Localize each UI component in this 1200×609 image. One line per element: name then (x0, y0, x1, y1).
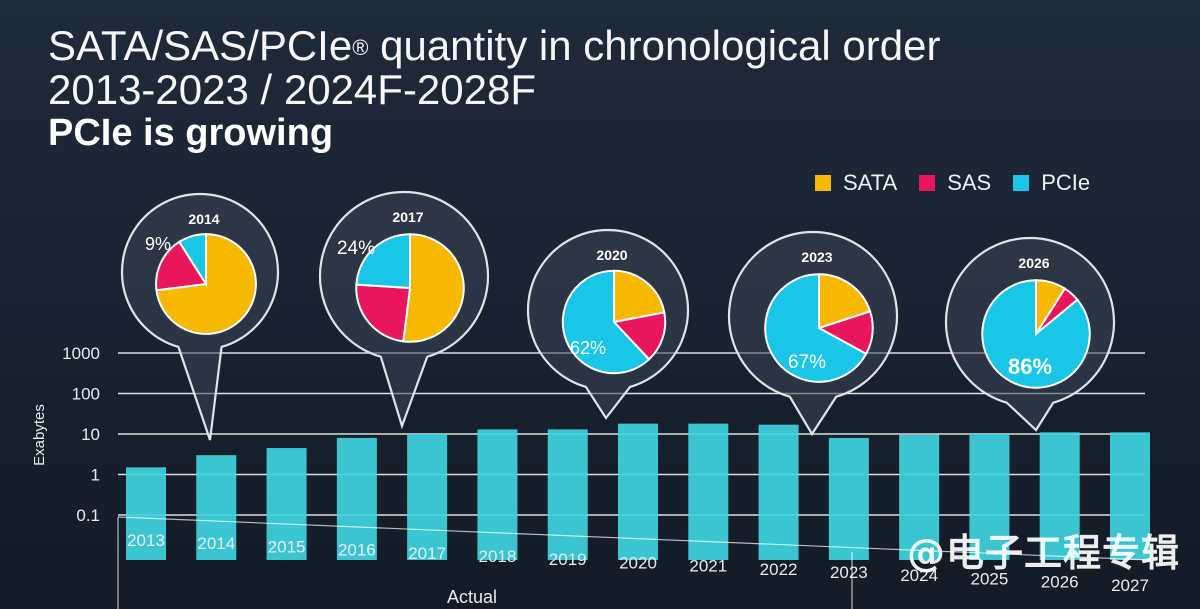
x-tick-label: 2025 (971, 569, 1009, 588)
pie-slice-pcie (177, 233, 207, 288)
bar-2023 (828, 437, 869, 560)
bar-2026 (1039, 432, 1080, 560)
pie-percent-label: 24% (337, 238, 375, 259)
pie-percent-label: 67% (788, 352, 826, 373)
bar-2015 (266, 448, 307, 560)
group-label-actual: Actual (447, 587, 497, 607)
pie-slice-pcie (355, 233, 411, 290)
x-tick-label: 2017 (408, 544, 446, 563)
pie-year-label: 2014 (188, 211, 219, 227)
x-tick-label: 2026 (1041, 573, 1079, 592)
pie-callout-2014: 2014 9% (120, 192, 280, 441)
pie-slice-pcie (561, 269, 651, 375)
watermark-text: @电子工程专辑 (906, 531, 1180, 575)
x-tick-label: 2020 (619, 553, 657, 572)
pie-percent-label: 86% (1008, 354, 1052, 379)
y-axis-label: Exabytes (31, 404, 48, 466)
legend-swatch-sata (815, 175, 831, 191)
x-tick-label: 2027 (1111, 576, 1149, 595)
pie-slice-sata (402, 233, 465, 343)
x-tick-label: 2015 (268, 537, 306, 556)
pie-slice-sas (155, 240, 208, 292)
legend-item-sas: SAS (919, 170, 991, 196)
legend-item-pcie: PCIe (1013, 170, 1090, 196)
bar-2025 (969, 434, 1010, 560)
pie-percent-label: 9% (145, 234, 171, 254)
bar-2024 (899, 434, 940, 560)
legend: SATA SAS PCIe (815, 170, 1090, 196)
x-tick-label: 2024 (900, 566, 938, 585)
x-tick-label: 2013 (127, 531, 165, 550)
registered-mark: ® (352, 35, 369, 60)
x-tick-label: 2018 (479, 547, 517, 566)
x-tick-label: 2019 (549, 550, 587, 569)
y-tick-label: 1000 (62, 344, 100, 363)
pie-year-label: 2026 (1018, 255, 1049, 271)
legend-label-sata: SATA (843, 170, 898, 195)
pie-slice-sata (613, 269, 666, 324)
bar-2027 (1110, 432, 1150, 560)
x-tick-label: 2016 (338, 541, 376, 560)
pie-callout-2026: 2026 86% (944, 236, 1116, 432)
legend-label-sas: SAS (947, 170, 992, 195)
bar-2016 (336, 437, 377, 560)
pie-year-label: 2017 (392, 209, 423, 225)
bar-2019 (547, 429, 588, 560)
x-tick-label: 2023 (830, 563, 868, 582)
bar-2014 (196, 455, 237, 560)
y-tick-label: 1 (91, 466, 100, 485)
y-tick-label: 100 (72, 385, 100, 404)
bar-2017 (407, 434, 448, 560)
pie-callout-2017: 2017 24% (318, 190, 490, 430)
pie-slice-pcie (981, 279, 1091, 389)
bar-2020 (618, 423, 658, 560)
title-main: SATA/SAS/PCIe (48, 22, 353, 69)
pie-callout-2023: 2023 67% (727, 230, 899, 437)
chart-title-years: 2013-2023 / 2024F-2028F (48, 66, 537, 113)
legend-swatch-sas (919, 175, 936, 191)
title-block: SATA/SAS/PCIe® quantity in chronological… (48, 24, 940, 155)
pie-slice-sas (355, 283, 412, 343)
y-tick-label: 0.1 (76, 506, 100, 525)
x-tick-label: 2021 (689, 557, 727, 576)
legend-swatch-pcie (1013, 175, 1030, 191)
bar-2022 (758, 424, 799, 560)
pie-percent-label: 62% (570, 338, 606, 358)
y-tick-label: 10 (81, 425, 100, 444)
pie-year-label: 2020 (596, 247, 627, 263)
chart-subtitle: PCIe is growing (48, 112, 334, 154)
legend-label-pcie: PCIe (1041, 170, 1091, 195)
x-axis-line (117, 516, 1151, 561)
chart-title: SATA/SAS/PCIe® quantity in chronological… (48, 24, 940, 68)
pie-callout-2020: 2020 62% (526, 228, 690, 420)
bar-2018 (477, 429, 518, 560)
pie-slice-pcie (764, 273, 868, 383)
title-rest: quantity in chronological order (368, 22, 941, 69)
x-tick-label: 2022 (760, 560, 798, 579)
legend-item-sata: SATA (815, 170, 897, 196)
bar-2013 (126, 467, 166, 560)
bar-2021 (688, 423, 729, 560)
x-tick-label: 2014 (197, 534, 235, 553)
pie-year-label: 2023 (801, 249, 832, 265)
